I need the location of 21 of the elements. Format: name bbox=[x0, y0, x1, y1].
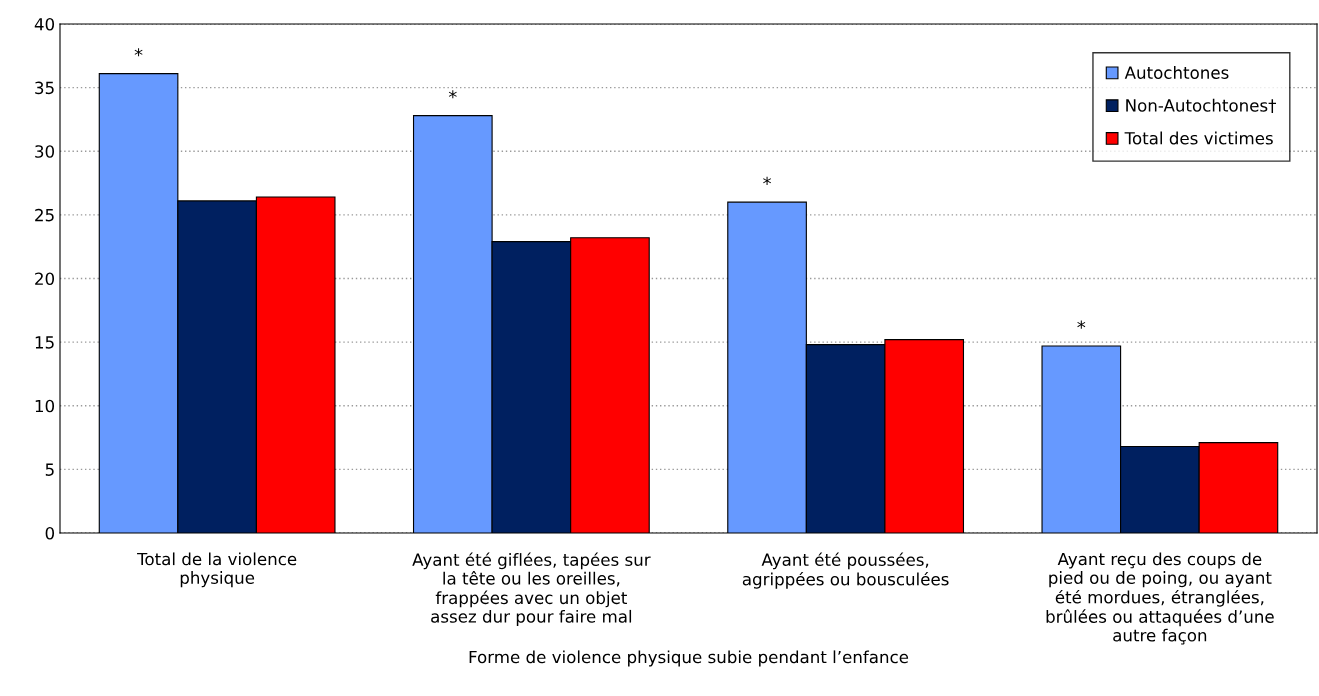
y-tick-label: 15 bbox=[35, 336, 54, 349]
data-label: * bbox=[134, 48, 143, 57]
legend-label: Autochtones bbox=[1124, 66, 1229, 79]
x-tick-label: Ayant été poussées, agrippées ou bousculées bbox=[742, 552, 949, 589]
legend-label: Total des victimes bbox=[1124, 131, 1273, 145]
y-tick-label: 0 bbox=[45, 526, 55, 540]
legend-label: Non-Autochtones† bbox=[1126, 98, 1277, 114]
x-axis-title: Forme de violence physique subie pendant l’enfance bbox=[469, 650, 909, 667]
data-label: * bbox=[1077, 320, 1086, 329]
data-label: * bbox=[448, 90, 457, 99]
y-tick-label: 35 bbox=[35, 81, 54, 95]
x-tick-label: Total de la violence physique bbox=[137, 552, 297, 588]
y-tick-label: 20 bbox=[35, 272, 55, 286]
x-tick-label: Ayant été giflées, tapées sur la tête ou les oreilles, frappées avec un objet assez dur pour faire mal bbox=[412, 552, 651, 627]
y-tick-label: 30 bbox=[35, 145, 55, 158]
y-tick-label: 40 bbox=[34, 17, 55, 31]
y-tick-label: 5 bbox=[45, 463, 54, 476]
x-tick-label: Ayant reçu des coups de pied ou de poing, ou ayant été mordues, étranglées, brûlées ou attaquées d’une autre façon bbox=[1046, 552, 1274, 645]
data-label: * bbox=[763, 176, 772, 185]
y-tick-label: 10 bbox=[35, 399, 55, 413]
y-tick-label: 25 bbox=[35, 208, 54, 222]
